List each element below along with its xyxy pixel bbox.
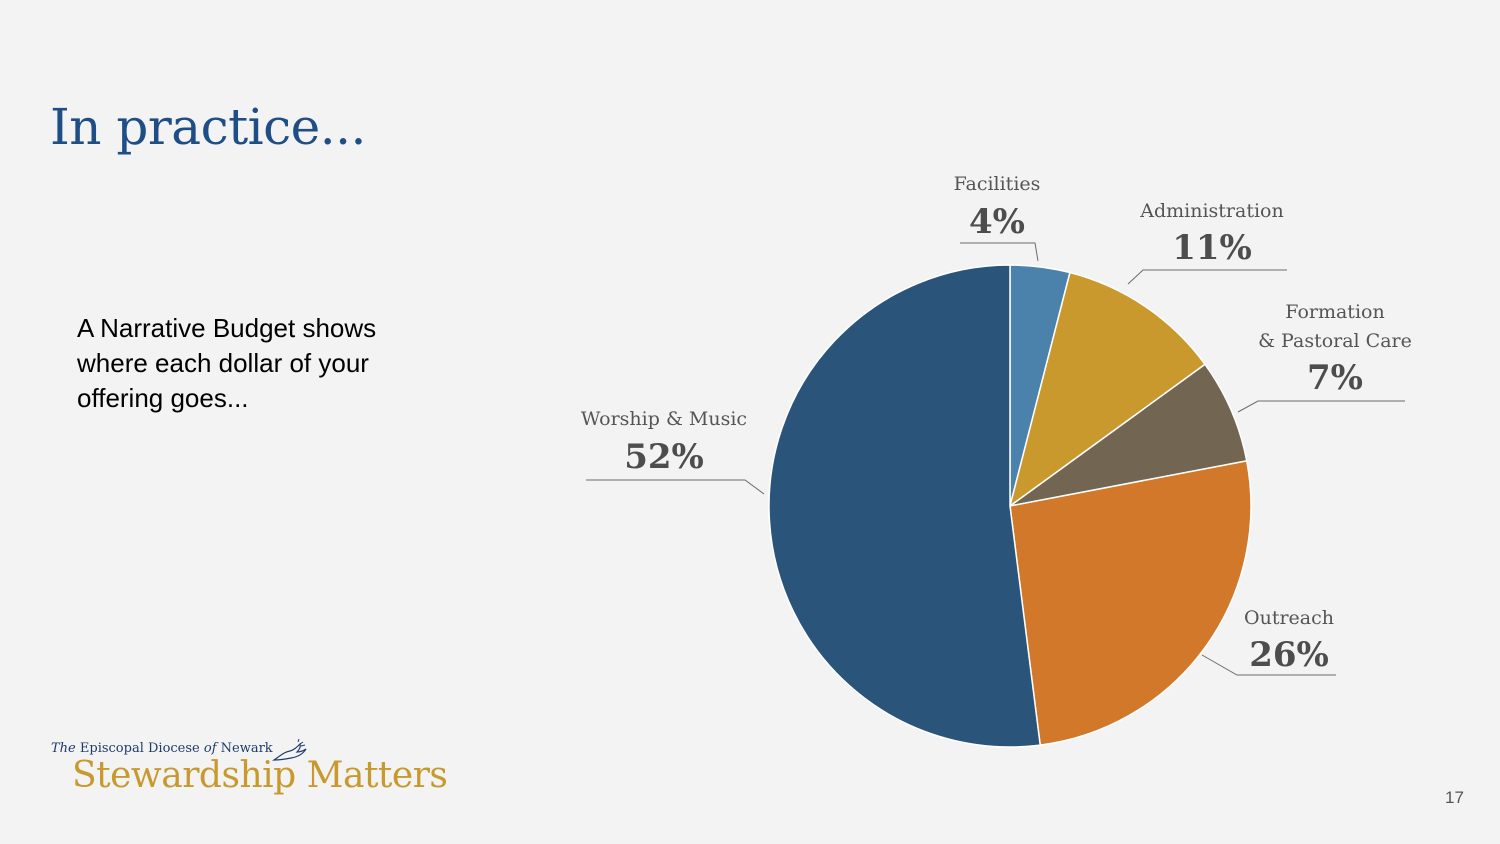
slice-percent-label: 4% [969,202,1025,242]
slice-label: Formation [1285,301,1384,323]
leader-line [1237,400,1405,413]
dove-icon [272,738,307,761]
slice-label: Outreach [1244,607,1334,629]
pie-slices [768,264,1252,748]
slice-percent-label: 26% [1249,635,1329,675]
pie-slice-formation-pastoral-care [1009,363,1248,507]
slice-labels: Facilities 4% Administration 11% Formation & … [581,173,1412,675]
slide-title: In practice... [50,98,366,156]
pie-slice-worship-music [768,264,1042,748]
logo-wordmark: Stewardship Matters [72,755,448,796]
leader-lines [586,242,1405,676]
leader-line [960,242,1039,262]
slice-label: Worship & Music [581,408,747,430]
pie-slice-administration [1008,271,1207,508]
slice-label: Administration [1139,200,1283,222]
leader-line [1201,654,1336,676]
slice-percent-label: 52% [624,437,704,477]
pie-slice-outreach [1009,459,1252,746]
leader-line [1127,269,1287,285]
leader-line [586,479,765,495]
body-text: A Narrative Budget shows where each doll… [77,313,377,413]
slice-percent-label: 11% [1172,228,1252,268]
page-number: 17 [1445,788,1464,807]
diocese-label: The Episcopal Diocese of Newark [51,741,273,756]
slice-percent-label: 7% [1307,358,1363,398]
slice-label: & Pastoral Care [1258,330,1412,352]
slice-label: Facilities [954,173,1041,195]
